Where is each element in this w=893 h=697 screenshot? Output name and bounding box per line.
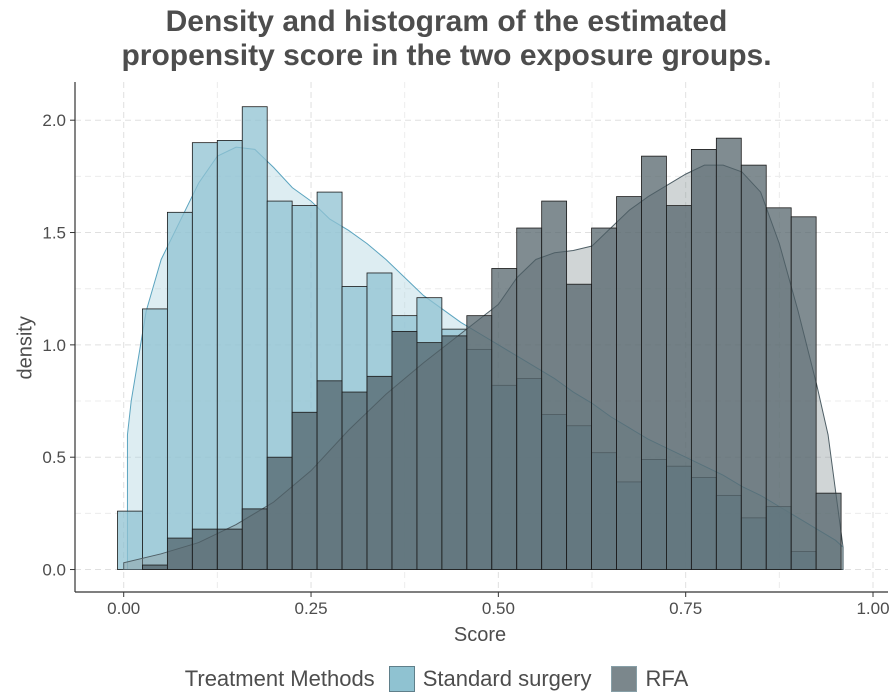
legend-key-rfa [611, 666, 638, 692]
hist-bar-standard-surgery [216, 140, 243, 570]
x-tick-label: 1.00 [856, 599, 889, 618]
legend-title: Treatment Methods [184, 666, 375, 691]
legend: Treatment Methods Standard surgery RFA [0, 662, 893, 696]
hist-bar-rfa [715, 137, 742, 570]
hist-bar-rfa [616, 196, 642, 570]
hist-bar-rfa [591, 227, 617, 570]
hist-bar-standard-surgery [191, 142, 218, 570]
y-tick-label: 0.0 [42, 561, 66, 580]
hist-bar-rfa [266, 456, 293, 570]
hist-bar-rfa [690, 149, 717, 570]
hist-bar-rfa [216, 528, 243, 570]
y-tick-label: 1.0 [42, 336, 66, 355]
chart-title-line-1: Density and histogram of the estimated [165, 5, 728, 38]
legend-label-standard-surgery: Standard surgery [422, 666, 592, 691]
hist-bar-rfa [740, 164, 767, 570]
hist-bar-rfa [541, 200, 568, 570]
hist-bar-rfa [441, 335, 468, 570]
hist-bar-rfa [566, 283, 592, 570]
hist-bar-rfa [166, 537, 193, 570]
hist-bar-rfa [641, 155, 667, 570]
hist-bar-rfa [291, 411, 318, 570]
x-tick-label: 0.75 [669, 599, 702, 618]
y-tick-label: 2.0 [42, 111, 66, 130]
hist-bar-standard-surgery [142, 308, 168, 570]
hist-bar-rfa [142, 564, 168, 570]
y-axis-label: density [14, 316, 37, 380]
hist-bar-rfa [491, 268, 518, 570]
hist-bar-rfa [466, 315, 493, 570]
x-tick-label: 0.50 [482, 599, 515, 618]
x-tick-label: 0.00 [107, 599, 140, 618]
hist-bar-rfa [790, 216, 817, 570]
hist-bar-rfa [765, 207, 792, 570]
hist-bar-rfa [241, 508, 268, 570]
x-tick-label: 0.25 [294, 599, 327, 618]
hist-bar-rfa [516, 227, 543, 570]
y-tick-label: 0.5 [42, 448, 66, 467]
hist-bar-rfa [815, 492, 842, 570]
hist-bar-rfa [416, 342, 443, 570]
legend-label-rfa: RFA [645, 666, 689, 691]
hist-bar-rfa [341, 391, 368, 570]
hist-bar-rfa [391, 330, 418, 570]
hist-bar-standard-surgery [166, 211, 193, 570]
x-axis-label: Score [453, 624, 507, 646]
legend-key-standard-surgery [388, 666, 415, 692]
hist-bar-rfa [191, 528, 218, 570]
chart-title-line-2: propensity score in the two exposure gro… [121, 39, 772, 72]
histogram-density-chart: 0.00 0.25 0.50 0.75 1.00 0.0 0.5 1.0 1.5 2.0 [42, 82, 890, 618]
hist-bar-rfa [366, 375, 393, 570]
y-tick-label: 1.5 [42, 224, 66, 243]
hist-bar-rfa [666, 205, 692, 570]
hist-bar-standard-surgery [241, 106, 268, 570]
hist-bar-rfa [316, 380, 343, 570]
